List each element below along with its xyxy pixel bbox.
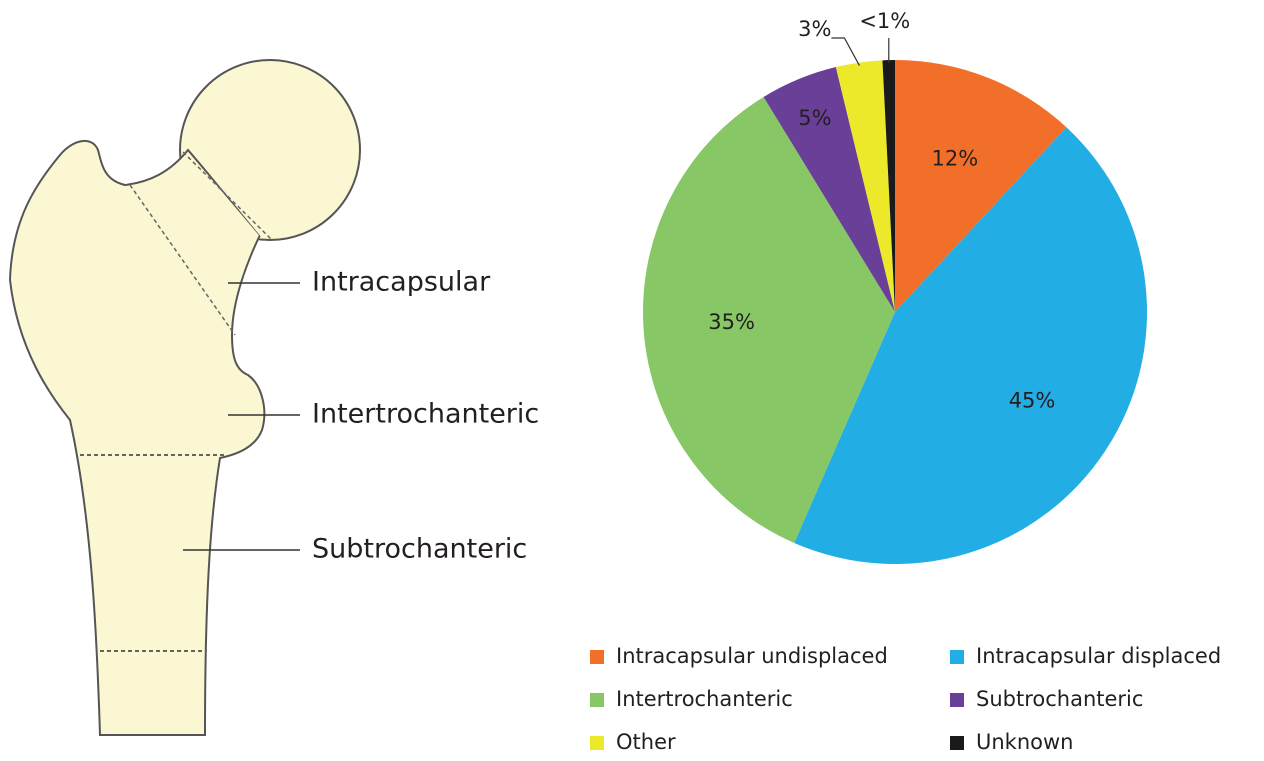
legend-swatch bbox=[590, 736, 604, 750]
slice-label: <1% bbox=[859, 9, 910, 33]
region-label: Subtrochanteric bbox=[312, 534, 527, 565]
region-label: Intertrochanteric bbox=[312, 399, 539, 430]
slice-label: 5% bbox=[798, 106, 831, 130]
femur-diagram: Intracapsular Intertrochanteric Subtroch… bbox=[10, 60, 539, 735]
slice-label: 35% bbox=[708, 310, 755, 334]
region-label: Intracapsular bbox=[312, 267, 491, 298]
legend-swatch bbox=[950, 693, 964, 707]
figure: Intracapsular Intertrochanteric Subtroch… bbox=[0, 0, 1264, 761]
legend-swatch bbox=[950, 736, 964, 750]
slice-label: 12% bbox=[931, 147, 978, 171]
legend-label: Other bbox=[616, 730, 676, 754]
legend-label: Subtrochanteric bbox=[976, 687, 1143, 711]
legend-label: Intracapsular displaced bbox=[976, 644, 1221, 668]
legend-swatch bbox=[590, 650, 604, 664]
legend-label: Unknown bbox=[976, 730, 1073, 754]
legend-label: Intertrochanteric bbox=[616, 687, 793, 711]
legend-swatch bbox=[590, 693, 604, 707]
legend-label: Intracapsular undisplaced bbox=[616, 644, 888, 668]
slice-label: 3% bbox=[798, 17, 831, 41]
femur-body bbox=[10, 141, 264, 735]
legend-swatch bbox=[950, 650, 964, 664]
page: Intracapsular Intertrochanteric Subtroch… bbox=[0, 0, 1264, 761]
slice-label: 45% bbox=[1009, 389, 1056, 413]
leader-line bbox=[831, 38, 859, 66]
